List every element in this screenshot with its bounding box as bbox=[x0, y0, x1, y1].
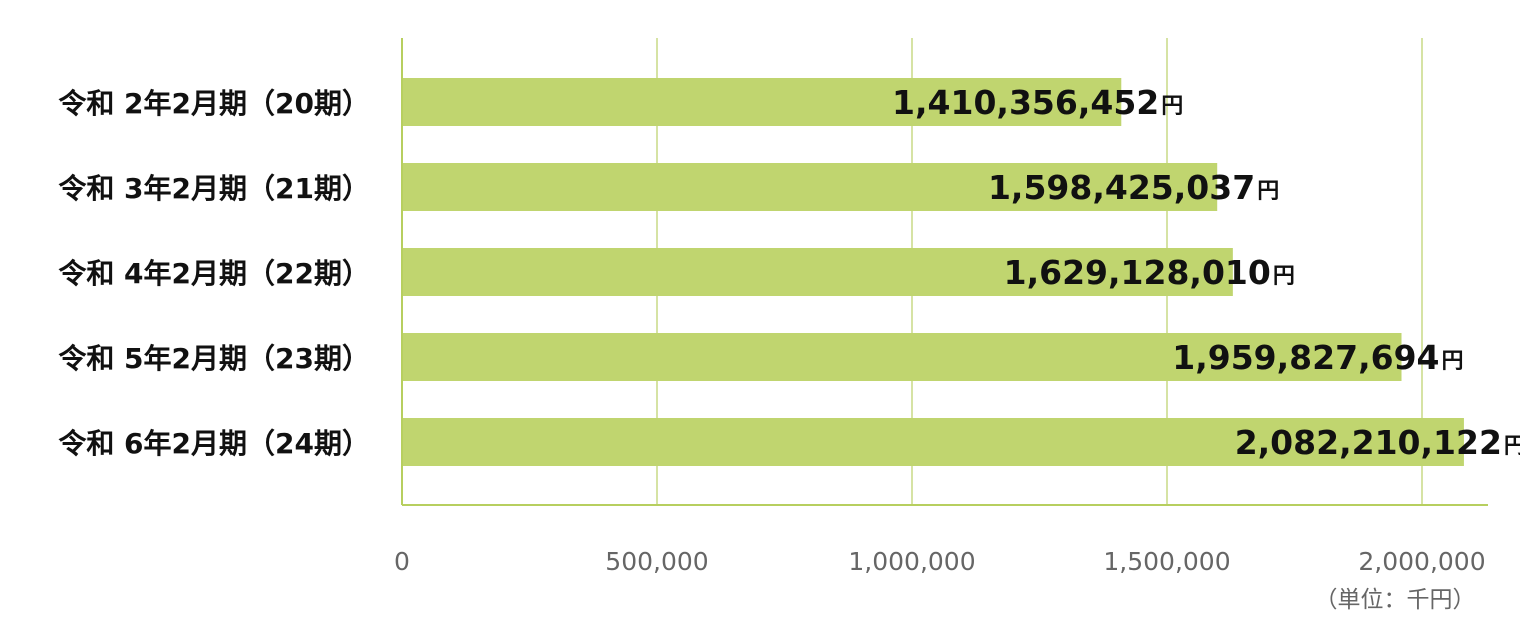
data-label-amount: 1,629,128,010 bbox=[1004, 253, 1271, 292]
x-tick-label: 1,000,000 bbox=[848, 547, 975, 576]
bar bbox=[403, 163, 1218, 211]
bar bbox=[403, 248, 1233, 296]
x-tick-label: 1,500,000 bbox=[1103, 547, 1230, 576]
data-label-suffix: 円 bbox=[1273, 264, 1295, 289]
data-label-suffix: 円 bbox=[1442, 349, 1464, 374]
category-label: 令和 6年2月期（24期） bbox=[58, 427, 370, 460]
category-label: 令和 4年2月期（22期） bbox=[58, 257, 370, 290]
data-label-suffix: 円 bbox=[1257, 179, 1279, 204]
x-tick-label: 0 bbox=[394, 547, 410, 576]
data-label-suffix: 円 bbox=[1161, 94, 1183, 119]
category-label: 令和 5年2月期（23期） bbox=[58, 342, 370, 375]
category-label: 令和 2年2月期（20期） bbox=[58, 87, 370, 120]
data-label-amount: 1,959,827,694 bbox=[1172, 338, 1439, 377]
data-label-amount: 1,410,356,452 bbox=[892, 83, 1159, 122]
x-tick-label: 500,000 bbox=[605, 547, 708, 576]
bar bbox=[403, 78, 1122, 126]
data-label-suffix: 円 bbox=[1504, 434, 1520, 459]
unit-note: （単位：千円） bbox=[1314, 587, 1476, 613]
data-label-amount: 1,598,425,037 bbox=[988, 168, 1255, 207]
bar bbox=[403, 333, 1402, 381]
x-tick-label: 2,000,000 bbox=[1358, 547, 1485, 576]
bar bbox=[403, 418, 1464, 466]
category-label: 令和 3年2月期（21期） bbox=[58, 172, 370, 205]
data-label-amount: 2,082,210,122 bbox=[1235, 423, 1502, 462]
